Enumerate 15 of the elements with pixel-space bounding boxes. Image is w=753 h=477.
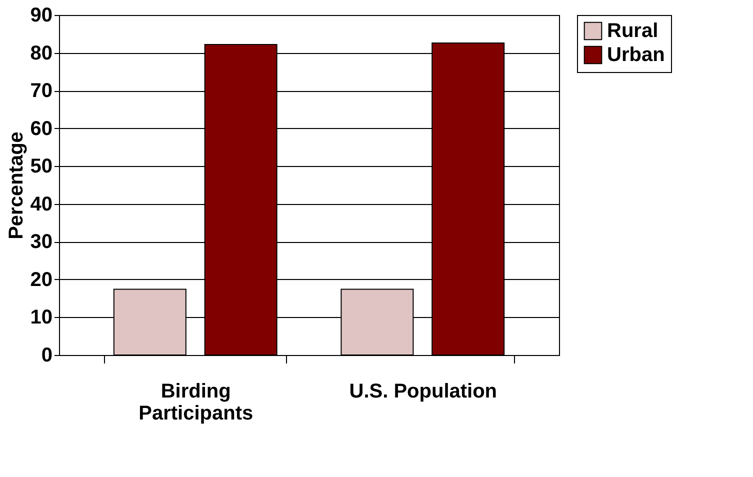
y-tick-label: 0 [41,344,52,366]
y-tick-label: 60 [30,118,52,140]
y-tick-label: 40 [30,193,52,216]
x-tick-label: Birding Participants [138,380,254,424]
y-tick-label: 10 [30,306,52,329]
y-tick-label: 20 [30,268,52,291]
y-tick-label: 90 [30,4,52,26]
y-tick-label: 30 [30,231,52,254]
y-tick-label: 70 [30,80,52,102]
x-tick-label: U.S. Population [349,380,498,402]
y-tick-label: 80 [30,42,52,64]
y-axis-title: Percentage [5,132,28,240]
legend-label: Urban [607,44,665,66]
legend-label: Rural [607,20,658,42]
y-tick-label: 50 [30,156,52,178]
